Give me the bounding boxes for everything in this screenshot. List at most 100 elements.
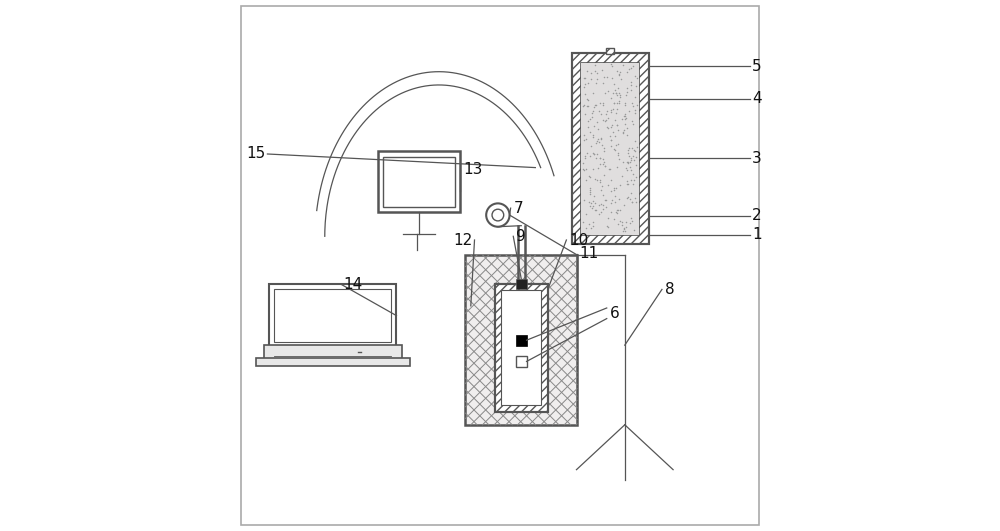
Point <box>610 205 626 214</box>
Point <box>585 149 601 157</box>
Point <box>583 199 599 208</box>
Point <box>625 179 641 188</box>
Point <box>622 162 638 171</box>
Point <box>597 195 613 204</box>
Point <box>598 203 614 211</box>
Point <box>581 198 597 207</box>
Point <box>585 133 601 141</box>
Point <box>624 116 640 125</box>
Point <box>605 127 621 136</box>
Point <box>580 102 596 110</box>
Point <box>618 164 634 172</box>
Point <box>578 175 594 184</box>
Point <box>589 69 605 78</box>
Point <box>584 113 600 122</box>
Point <box>589 176 605 184</box>
Bar <box>269 284 396 347</box>
Point <box>592 153 608 162</box>
Point <box>617 100 633 109</box>
Point <box>588 100 604 109</box>
Point <box>608 89 624 98</box>
Point <box>617 115 633 123</box>
Point <box>600 124 616 133</box>
Point <box>602 165 618 173</box>
Point <box>592 176 608 184</box>
Point <box>594 141 610 149</box>
Point <box>608 208 624 216</box>
Bar <box>581 63 639 235</box>
Point <box>598 116 614 124</box>
Point <box>583 74 599 83</box>
Point <box>603 93 619 102</box>
Point <box>577 90 593 98</box>
Point <box>582 128 598 136</box>
Bar <box>495 284 548 412</box>
Point <box>606 184 622 192</box>
Point <box>609 99 625 107</box>
Point <box>597 89 613 97</box>
Point <box>591 107 607 116</box>
Point <box>599 123 615 131</box>
Point <box>611 99 627 108</box>
Point <box>623 78 639 87</box>
Point <box>588 153 604 162</box>
Point <box>610 150 626 159</box>
Point <box>604 74 620 83</box>
Text: 7: 7 <box>513 201 523 216</box>
Point <box>587 206 603 215</box>
Point <box>615 127 631 136</box>
Point <box>587 101 603 109</box>
Point <box>582 172 598 181</box>
Point <box>612 217 628 225</box>
Point <box>628 81 644 90</box>
Point <box>587 175 603 183</box>
Circle shape <box>492 209 504 221</box>
Point <box>611 194 627 203</box>
Point <box>610 219 626 228</box>
Point <box>594 181 610 190</box>
Bar <box>516 279 527 289</box>
Point <box>607 132 623 140</box>
Point <box>614 218 630 226</box>
Point <box>586 192 602 201</box>
Point <box>603 208 619 217</box>
Point <box>593 134 609 143</box>
Point <box>596 73 612 81</box>
Point <box>578 210 594 218</box>
Point <box>580 122 596 131</box>
Point <box>603 176 619 184</box>
Point <box>584 109 600 117</box>
Point <box>583 68 599 77</box>
Point <box>626 226 642 234</box>
Point <box>590 135 606 143</box>
Point <box>612 206 628 215</box>
Point <box>623 213 639 222</box>
Point <box>603 199 619 208</box>
Point <box>579 95 595 104</box>
Point <box>603 187 619 196</box>
Point <box>619 130 635 139</box>
Point <box>618 114 634 122</box>
Point <box>624 216 640 225</box>
Point <box>606 185 622 194</box>
Point <box>595 160 611 168</box>
Point <box>613 74 629 83</box>
Point <box>576 136 592 144</box>
Point <box>583 142 599 150</box>
Point <box>582 183 598 192</box>
Point <box>596 158 612 166</box>
Point <box>575 165 591 174</box>
Point <box>601 165 617 173</box>
Point <box>616 225 632 233</box>
Text: 1: 1 <box>752 227 762 242</box>
Bar <box>501 290 541 405</box>
Point <box>620 180 636 189</box>
Point <box>627 72 643 80</box>
Point <box>623 85 639 94</box>
Point <box>621 144 637 152</box>
Point <box>619 124 635 133</box>
Point <box>593 200 609 208</box>
Point <box>591 210 607 218</box>
Point <box>625 62 641 71</box>
Point <box>609 91 625 99</box>
